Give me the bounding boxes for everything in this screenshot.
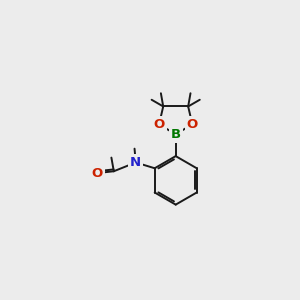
Text: N: N xyxy=(130,156,141,169)
Text: B: B xyxy=(171,128,181,141)
Text: O: O xyxy=(153,118,165,131)
Text: O: O xyxy=(187,118,198,131)
Text: O: O xyxy=(92,167,103,180)
